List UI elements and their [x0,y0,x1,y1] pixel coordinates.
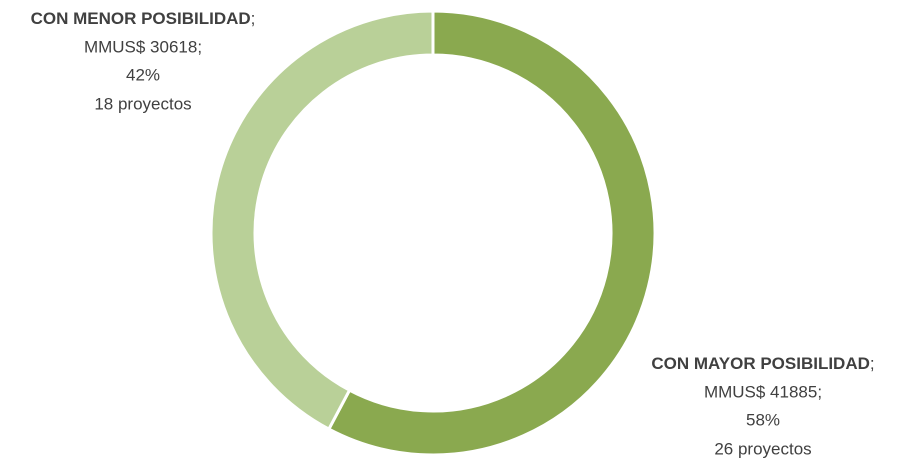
category-label: CON MENOR POSIBILIDAD; [31,9,256,28]
project-label: 26 proyectos [714,439,811,458]
percent-label: 58% [746,410,780,429]
donut-slice [209,9,435,432]
label-separator: ; [870,354,875,373]
percent-label: 42% [126,65,160,84]
category-name: CON MENOR POSIBILIDAD [31,9,251,28]
value-label: MMUS$ 30618; [84,37,202,56]
label-separator: ; [251,9,256,28]
category-name: CON MAYOR POSIBILIDAD [651,354,870,373]
value-label: MMUS$ 41885; [704,382,822,401]
project-label: 18 proyectos [94,94,191,113]
category-label: CON MAYOR POSIBILIDAD; [651,354,874,373]
donut-slice [326,9,657,457]
